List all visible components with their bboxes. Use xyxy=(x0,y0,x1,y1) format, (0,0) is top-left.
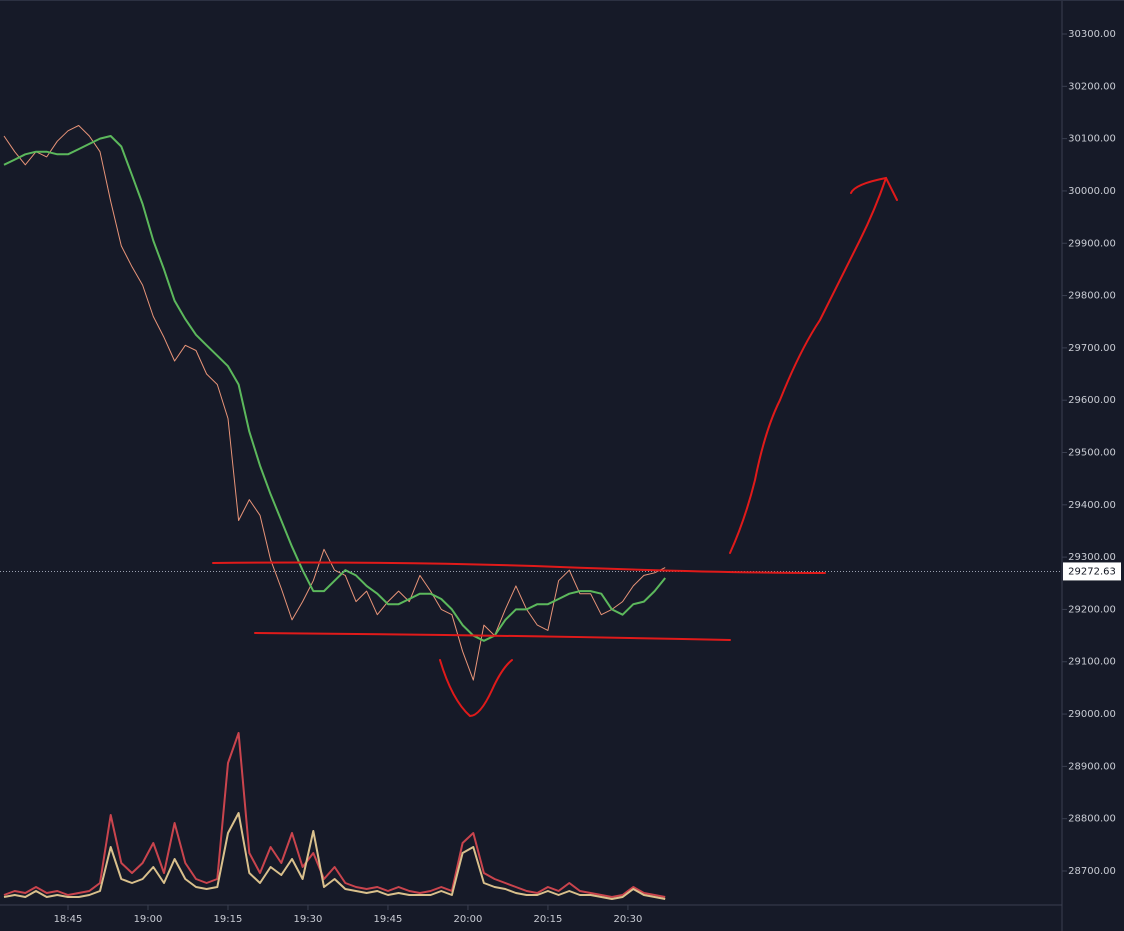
x-tick-label: 18:45 xyxy=(54,914,83,925)
x-tick-label: 20:30 xyxy=(614,914,643,925)
plot xyxy=(0,125,1062,900)
x-tick-label: 19:45 xyxy=(374,914,403,925)
series-line xyxy=(3,812,666,900)
y-tick-label: 29400.00 xyxy=(1068,500,1116,511)
y-tick-label: 29200.00 xyxy=(1068,604,1116,615)
y-tick-label: 29700.00 xyxy=(1068,343,1116,354)
y-tick-label: 29300.00 xyxy=(1068,552,1116,563)
y-tick-label: 29000.00 xyxy=(1068,709,1116,720)
y-tick-label: 29600.00 xyxy=(1068,395,1116,406)
x-tick-label: 20:15 xyxy=(534,914,563,925)
y-tick-label: 28800.00 xyxy=(1068,814,1116,825)
last-price-label: 29272.63 xyxy=(1068,566,1116,577)
arrow-head xyxy=(850,176,898,201)
dip-curve xyxy=(439,659,513,718)
series-line xyxy=(3,732,666,898)
y-tick-label: 30300.00 xyxy=(1068,29,1116,40)
up-arrow xyxy=(729,177,887,554)
resistance-line xyxy=(212,561,826,574)
x-tick-label: 19:15 xyxy=(214,914,243,925)
series-line xyxy=(3,135,666,642)
y-tick-label: 29800.00 xyxy=(1068,291,1116,302)
axes: 28700.00 28800.00 28900.00 29000.00 29100.00… xyxy=(54,29,1121,925)
y-tick-label: 29500.00 xyxy=(1068,448,1116,459)
support-line xyxy=(254,632,731,641)
y-tick-label: 28700.00 xyxy=(1068,866,1116,877)
drawings xyxy=(212,176,898,718)
y-tick-label: 28900.00 xyxy=(1068,761,1116,772)
x-tick-label: 19:00 xyxy=(134,914,163,925)
y-tick-label: 30000.00 xyxy=(1068,186,1116,197)
last-price-box xyxy=(1063,562,1121,581)
y-tick-label: 29900.00 xyxy=(1068,238,1116,249)
y-tick-label: 29100.00 xyxy=(1068,657,1116,668)
x-tick-label: 19:30 xyxy=(294,914,323,925)
y-tick-label: 30100.00 xyxy=(1068,134,1116,145)
series-line xyxy=(3,125,666,681)
x-tick-label: 20:00 xyxy=(454,914,483,925)
y-tick-label: 30200.00 xyxy=(1068,81,1116,92)
